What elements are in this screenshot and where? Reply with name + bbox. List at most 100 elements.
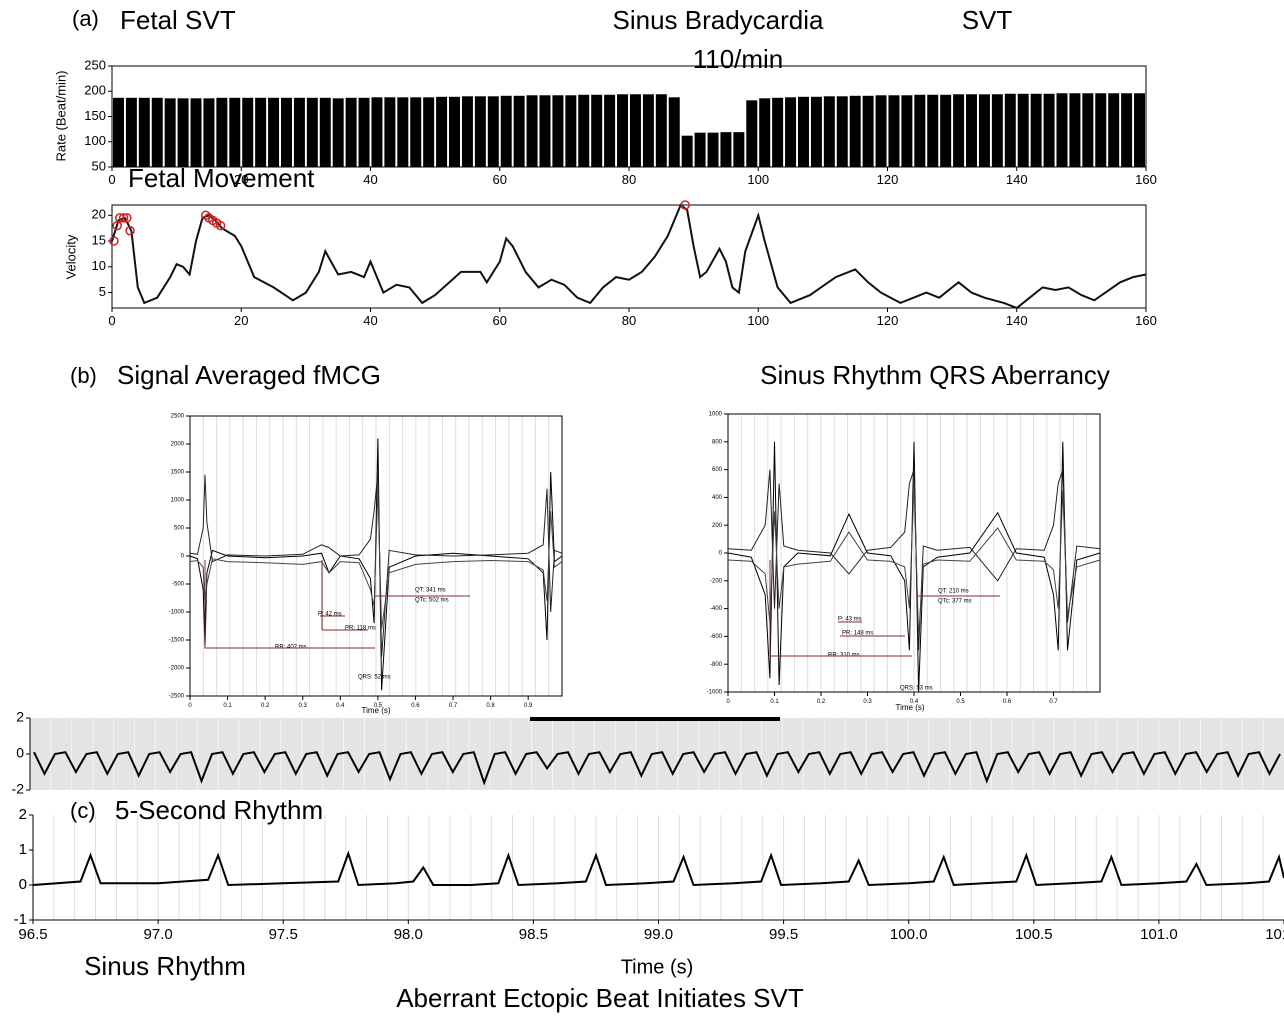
bar [190,98,202,167]
title: Signal Averaged fMCG [117,360,381,390]
y-tick-label: 20 [92,207,106,222]
bar [1134,93,1146,167]
bar [578,94,590,167]
annotation: P: 43 ms [838,617,862,623]
x-tick-label: 101.0 [1140,926,1178,943]
bar [1082,93,1094,167]
bar [371,97,383,167]
y-tick-label: 2 [19,806,27,823]
annotation: QRS: 52 ms [358,675,391,681]
bar [927,94,939,167]
x-tick-label: 0.2 [261,703,270,709]
bar [707,132,719,167]
bar [978,94,990,167]
bar [694,132,706,167]
bar [177,98,189,167]
trace [32,850,1284,887]
annotation: QT: 341 ms [415,588,446,594]
x-tick-label: 160 [1135,172,1157,187]
x-tick-label: 0 [726,699,730,705]
bar [1017,93,1029,167]
bar [565,95,577,167]
y-tick-label: 400 [712,495,723,501]
x-tick-label: 0.4 [336,703,345,709]
y-tick-label: 1000 [709,412,723,418]
bar [1043,93,1055,167]
trace [33,751,1281,786]
bar [1121,93,1133,167]
y-tick-label: -500 [172,582,185,588]
bar [823,96,835,167]
x-tick-label: 0.4 [910,699,919,705]
y-tick-label: -800 [710,662,723,668]
marker [125,226,135,236]
x-tick-label: 100.5 [1015,926,1053,943]
y-tick-label: 800 [712,439,723,445]
trace [189,488,563,629]
x-tick-label: 160 [1135,313,1157,328]
x-tick-label: 0.6 [411,703,420,709]
x-tick-label: 20 [234,172,248,187]
bar [604,94,616,167]
x-tick-label: 0.5 [956,699,965,705]
bar [216,97,228,167]
y-tick-label: 1 [19,841,27,858]
bar [319,97,331,167]
bar [953,94,965,167]
bar [1056,93,1068,167]
x-tick-label: 98.0 [394,926,423,943]
x-tick-label: 0.7 [1049,699,1058,705]
x-tick-label: 99.5 [769,926,798,943]
bar [397,97,409,167]
y-tick-label: 50 [92,158,106,173]
y-tick-label: -2000 [169,666,185,672]
y-tick-label: 0 [719,551,723,557]
y-tick-label: -2 [12,781,25,797]
bar [138,97,150,167]
trace [189,471,563,657]
y-tick-label: -200 [710,578,723,584]
panel-label: (b) [70,363,97,388]
bar [306,97,318,167]
title: Fetal Movement [128,163,315,193]
bar [410,97,422,167]
xlabel: Time (s) [895,703,924,712]
x-tick-label: 99.0 [644,926,673,943]
bar [384,97,396,167]
bar [436,96,448,167]
x-tick-label: 140 [1006,313,1028,328]
bar [940,94,952,167]
bar [655,94,667,167]
marker [115,213,125,223]
x-tick-label: 0.6 [1003,699,1012,705]
x-tick-label: 40 [363,313,377,328]
x-tick-label: 60 [493,313,507,328]
bar [785,97,797,167]
y-tick-label: 0 [16,745,24,761]
ylabel: Rate (Beat/min) [53,70,68,161]
x-tick-label: 0.1 [223,703,232,709]
annotation: Aberrant Ectopic Beat Initiates SVT [396,983,804,1013]
y-tick-label: -1500 [169,638,185,644]
y-tick-label: 1000 [171,498,185,504]
bar [772,97,784,167]
annotation: QTc: 377 ms [938,599,972,605]
x-tick-label: 97.5 [269,926,298,943]
ylabel: Velocity [63,234,78,279]
x-tick-label: 101.5 [1265,926,1284,943]
x-tick-label: 0.3 [863,699,872,705]
bar [164,98,176,167]
x-tick-label: 0.2 [817,699,826,705]
x-tick-label: 120 [877,172,899,187]
x-tick-label: 40 [363,172,377,187]
y-tick-label: 0 [19,876,27,893]
bar [629,94,641,167]
xlabel: Time (s) [361,706,390,715]
bar [797,96,809,167]
x-tick-label: 100 [747,172,769,187]
bar [474,96,486,167]
bar [280,97,292,167]
x-tick-label: 96.5 [18,926,47,943]
bar [539,95,551,167]
